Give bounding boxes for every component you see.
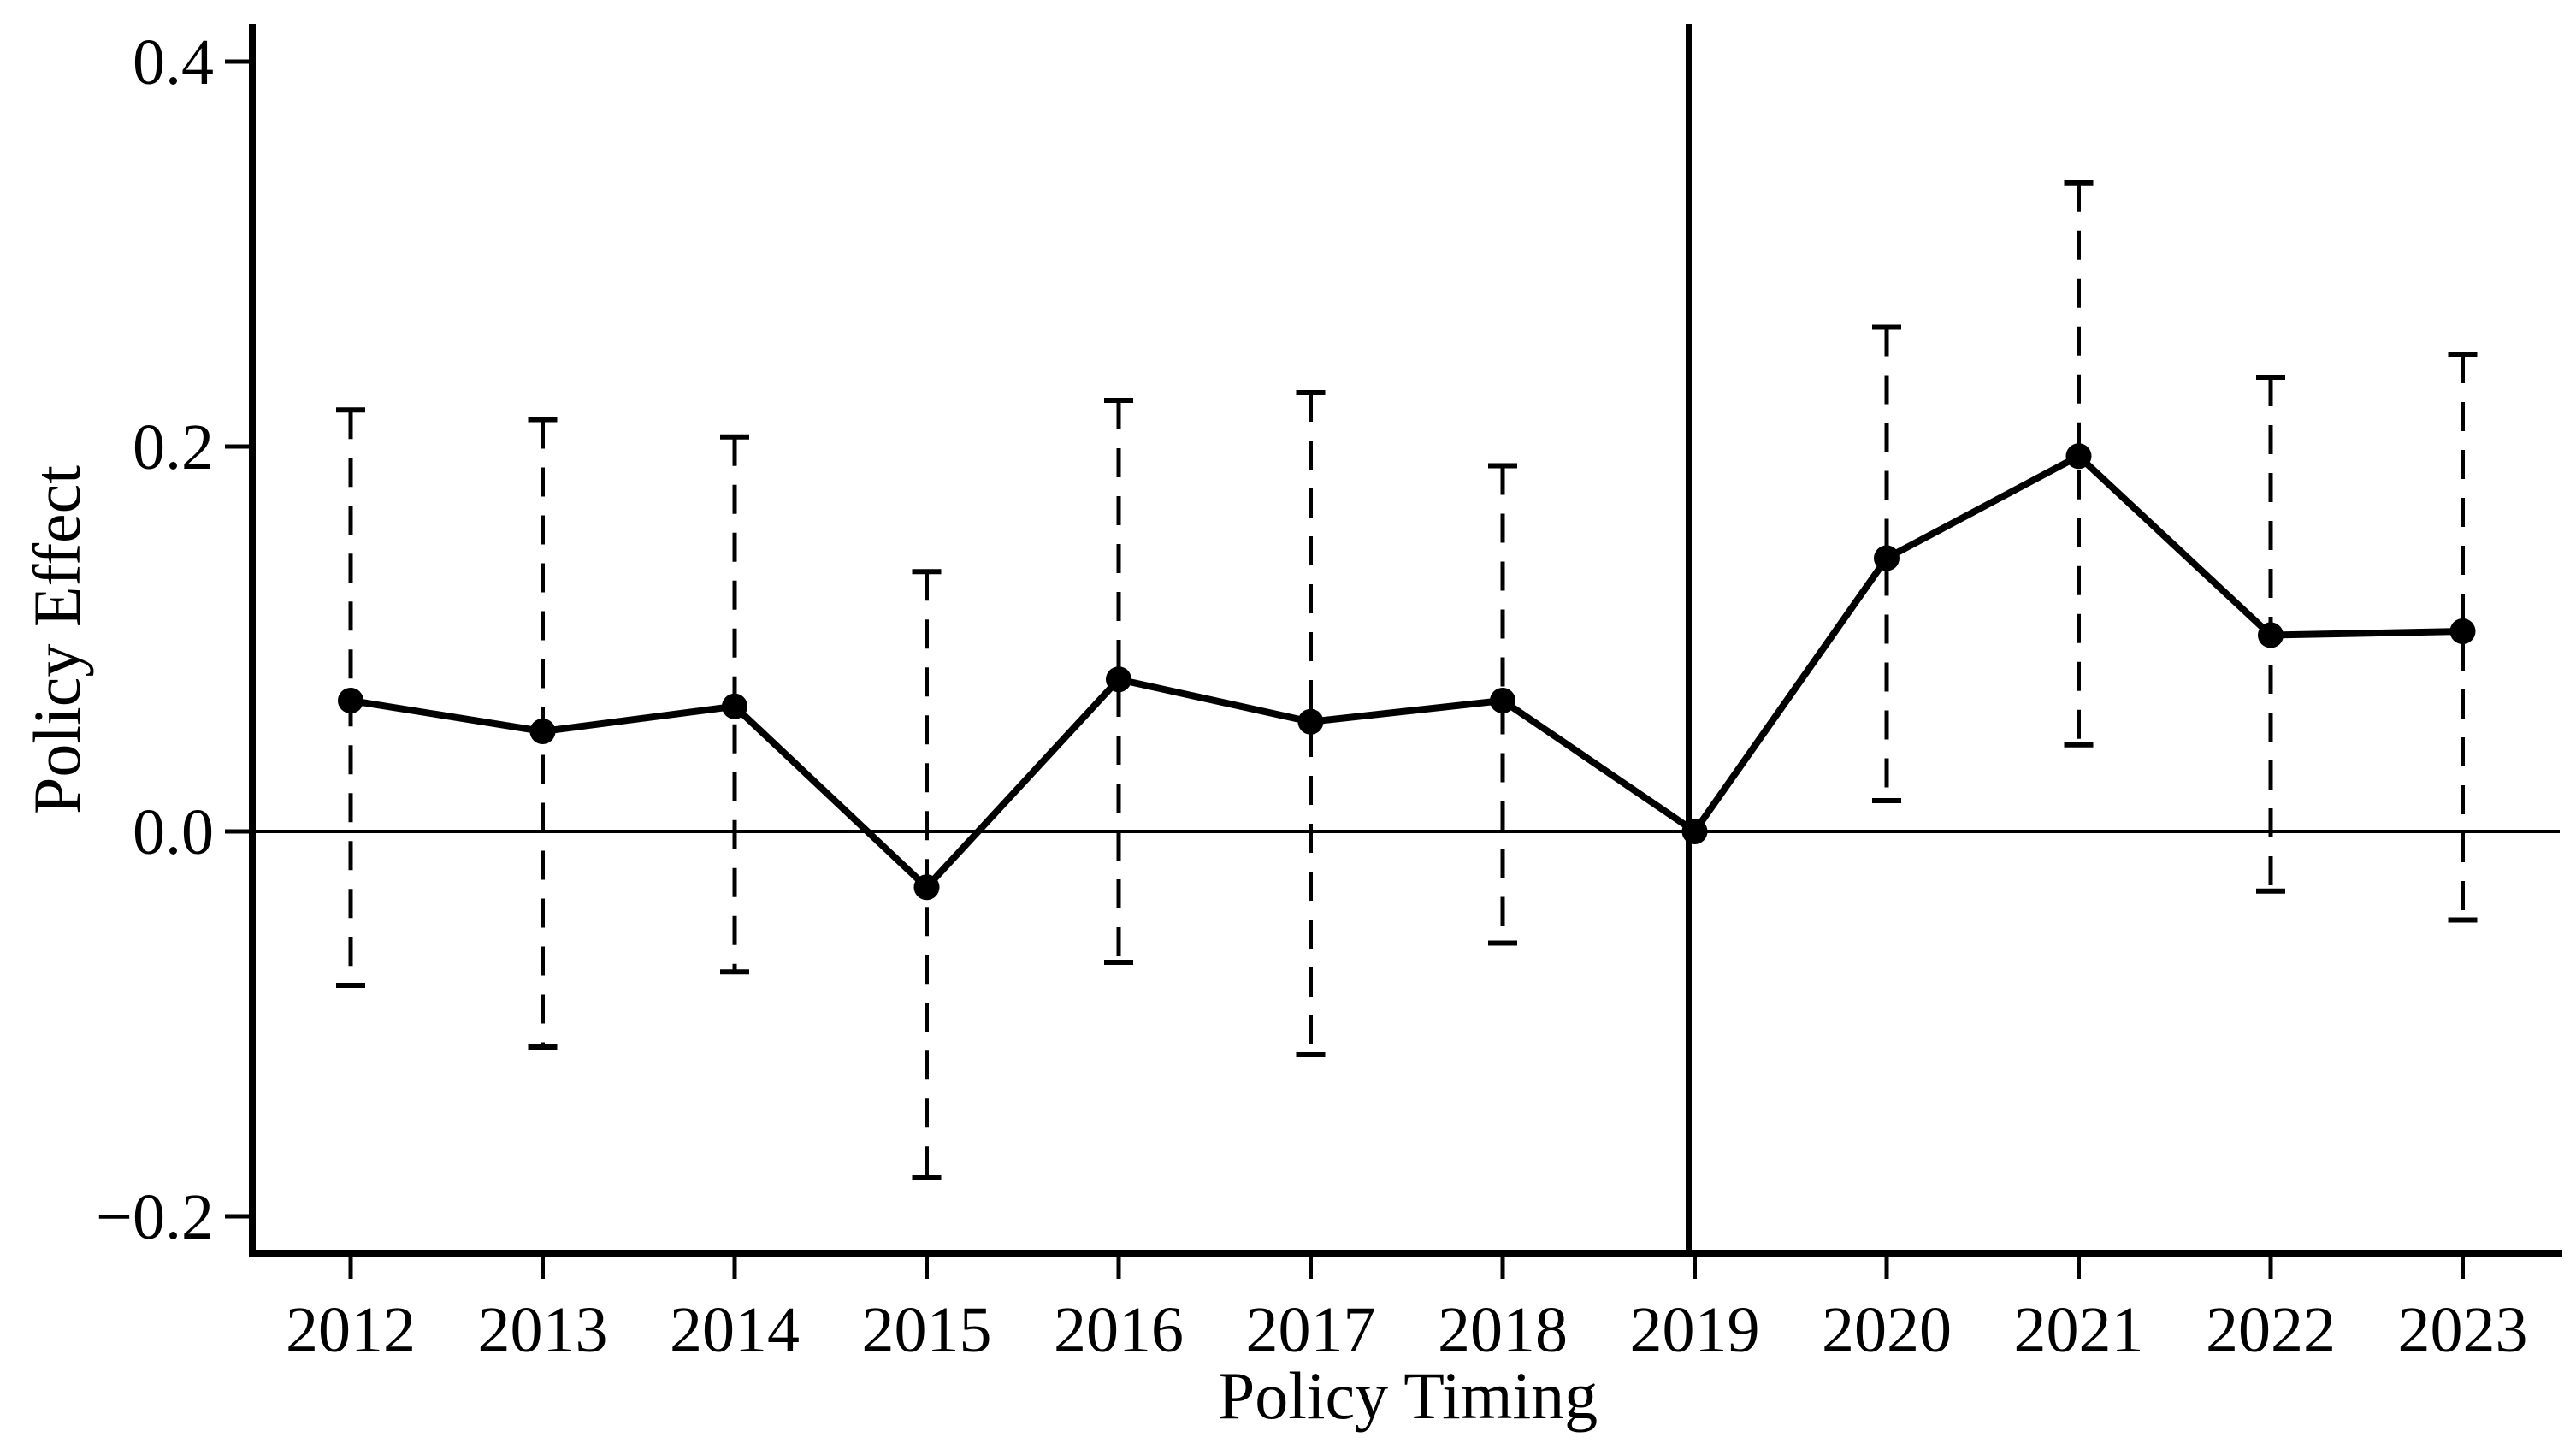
data-point-2020 xyxy=(1874,545,1900,571)
x-tick-label: 2020 xyxy=(1822,1294,1952,1366)
data-point-2015 xyxy=(913,874,940,901)
data-point-2023 xyxy=(2449,618,2476,644)
data-point-2021 xyxy=(2065,443,2092,470)
x-tick-label: 2021 xyxy=(2014,1294,2144,1366)
x-tick-label: 2016 xyxy=(1054,1294,1184,1366)
data-point-2014 xyxy=(722,693,747,719)
x-tick-label: 2023 xyxy=(2398,1294,2528,1366)
x-tick-label: 2013 xyxy=(478,1294,608,1366)
y-tick-label: −0.2 xyxy=(96,1181,214,1253)
x-tick-label: 2012 xyxy=(286,1294,416,1366)
y-tick-label: 0.0 xyxy=(133,796,214,868)
data-point-2022 xyxy=(2258,622,2284,648)
data-point-2019 xyxy=(1681,819,1708,844)
x-tick-label: 2015 xyxy=(862,1294,992,1366)
data-point-2017 xyxy=(1297,708,1324,735)
y-tick-label: 0.4 xyxy=(133,27,214,98)
y-axis-title: Policy Effect xyxy=(20,465,94,814)
data-point-2018 xyxy=(1490,688,1515,713)
x-tick-label: 2022 xyxy=(2206,1294,2336,1366)
x-tick-label: 2018 xyxy=(1438,1294,1568,1366)
data-point-2013 xyxy=(529,719,556,744)
series-line xyxy=(350,452,2463,891)
data-point-2012 xyxy=(338,688,363,713)
x-tick-label: 2017 xyxy=(1246,1294,1376,1366)
data-point-2016 xyxy=(1106,666,1131,693)
x-tick-label: 2014 xyxy=(670,1294,800,1366)
x-tick-label: 2019 xyxy=(1630,1294,1760,1366)
y-tick-label: 0.2 xyxy=(133,411,214,483)
x-axis-title: Policy Timing xyxy=(1217,1358,1598,1433)
